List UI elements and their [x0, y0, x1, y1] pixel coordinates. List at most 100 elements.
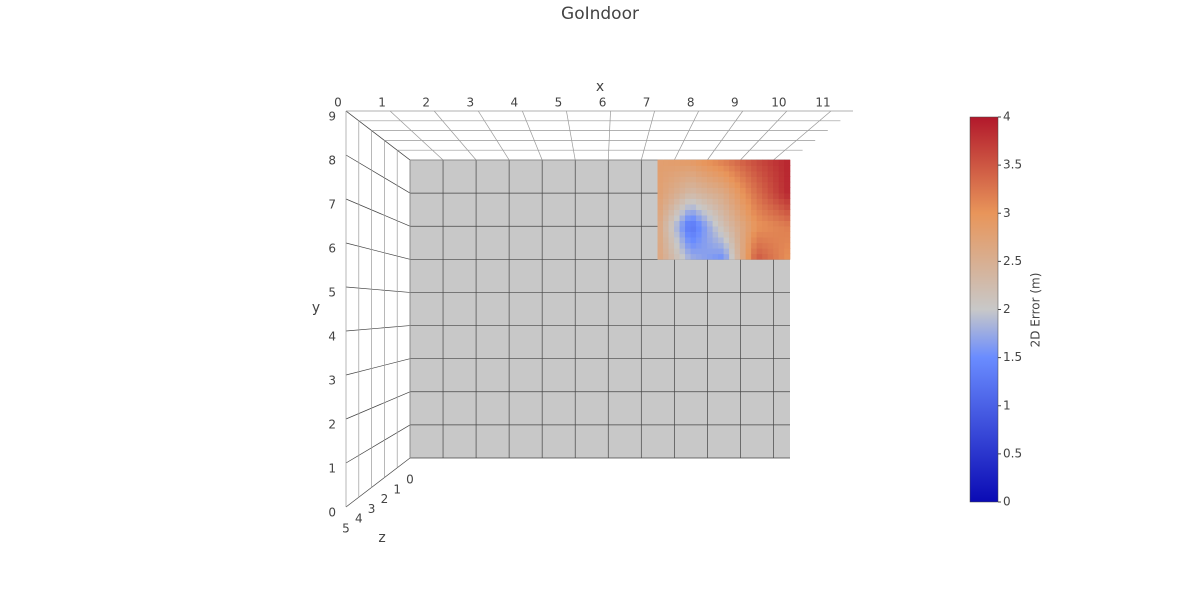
- surface-patch: [745, 159, 752, 166]
- surface-patch: [740, 220, 747, 227]
- surface-patch: [701, 209, 708, 216]
- x-tick-label: 2: [422, 96, 430, 110]
- surface-patch: [696, 198, 703, 205]
- x-tick-label: 11: [815, 96, 830, 110]
- surface-patch: [712, 247, 719, 255]
- surface-patch: [740, 192, 747, 199]
- surface-patch: [718, 236, 725, 244]
- surface-patch: [756, 203, 763, 210]
- surface-patch: [773, 253, 780, 260]
- surface-patch: [690, 220, 697, 227]
- surface-patch: [762, 181, 769, 188]
- surface-patch: [762, 170, 769, 177]
- surface-patch: [679, 253, 686, 260]
- surface-patch: [718, 165, 725, 172]
- surface-patch: [745, 170, 752, 177]
- surface-patch: [668, 253, 675, 260]
- surface-patch: [784, 225, 791, 233]
- surface-patch: [745, 198, 752, 205]
- surface-patch: [773, 192, 780, 199]
- surface-patch: [712, 236, 719, 244]
- surface-patch: [778, 214, 785, 222]
- surface-patch: [718, 225, 725, 233]
- surface-patch: [734, 225, 741, 233]
- surface-patch: [729, 187, 736, 194]
- surface-patch: [751, 236, 758, 244]
- y-axis-title: y: [312, 300, 320, 316]
- surface-patch: [707, 170, 714, 177]
- surface-patch: [696, 220, 703, 227]
- surface-patch: [690, 253, 697, 260]
- surface-patch: [767, 231, 774, 238]
- surface-patch: [696, 236, 703, 244]
- surface-patch: [696, 214, 703, 222]
- x-tick-label: 0: [334, 96, 342, 110]
- y-tick-label: 5: [328, 286, 336, 300]
- surface-patch: [773, 187, 780, 194]
- surface-patch: [723, 231, 730, 238]
- y-tick-label: 2: [328, 418, 336, 432]
- surface-patch: [756, 242, 763, 249]
- surface-patch: [740, 181, 747, 188]
- surface-patch: [784, 247, 791, 255]
- surface-patch: [701, 181, 708, 188]
- surface-patch: [712, 181, 719, 188]
- surface-patch: [685, 181, 692, 188]
- surface-patch: [751, 192, 758, 199]
- surface-patch: [734, 176, 741, 183]
- surface-patch: [657, 225, 664, 233]
- surface-patch: [751, 187, 758, 194]
- x-tick-label: 1: [378, 96, 386, 110]
- surface-patch: [679, 231, 686, 238]
- surface-patch: [729, 170, 736, 177]
- surface-patch: [679, 209, 686, 216]
- x-tick-label: 3: [466, 96, 474, 110]
- surface-patch: [668, 203, 675, 210]
- surface-patch: [685, 159, 692, 166]
- surface-patch: [701, 192, 708, 199]
- surface-patch: [657, 214, 664, 222]
- surface-patch: [679, 187, 686, 194]
- surface-patch: [751, 159, 758, 166]
- surface-cell: [723, 225, 758, 260]
- surface-patch: [740, 214, 747, 222]
- surface-patch: [690, 203, 697, 210]
- surface-patch: [668, 220, 675, 227]
- surface-patch: [657, 198, 664, 205]
- surface-patch: [674, 203, 681, 210]
- surface-patch: [657, 187, 664, 194]
- surface-patch: [729, 220, 736, 227]
- surface-patch: [679, 176, 686, 183]
- surface-patch: [729, 159, 736, 166]
- surface-patch: [718, 242, 725, 249]
- surface-patch: [778, 192, 785, 199]
- surface-patch: [729, 247, 736, 255]
- surface-patch: [679, 220, 686, 227]
- colorbar-tick-label: 1.5: [1003, 350, 1022, 364]
- surface-patch: [767, 209, 774, 216]
- surface-patch: [696, 176, 703, 183]
- surface-patch: [668, 176, 675, 183]
- colorbar-tick-label: 2.5: [1003, 254, 1022, 268]
- surface-patch: [740, 231, 747, 238]
- surface-patch: [718, 231, 725, 238]
- surface-patch: [696, 159, 703, 166]
- surface-patch: [762, 242, 769, 249]
- y-tick-label: 0: [328, 506, 336, 520]
- surface-cell: [756, 192, 791, 227]
- y-grid-line: [345, 198, 411, 227]
- surface-patch: [756, 176, 763, 183]
- surface-patch: [712, 253, 719, 260]
- colorbar-tick-label: 4: [1003, 110, 1011, 124]
- surface-patch: [773, 214, 780, 222]
- surface-patch: [685, 220, 692, 227]
- surface-patch: [751, 247, 758, 255]
- y-grid-line: [345, 391, 411, 420]
- surface-patch: [767, 198, 774, 205]
- surface-patch: [707, 187, 714, 194]
- surface-cell: [756, 159, 791, 194]
- surface-patch: [712, 220, 719, 227]
- surface-patch: [690, 192, 697, 199]
- surface-patch: [767, 192, 774, 199]
- surface-patch: [751, 253, 758, 260]
